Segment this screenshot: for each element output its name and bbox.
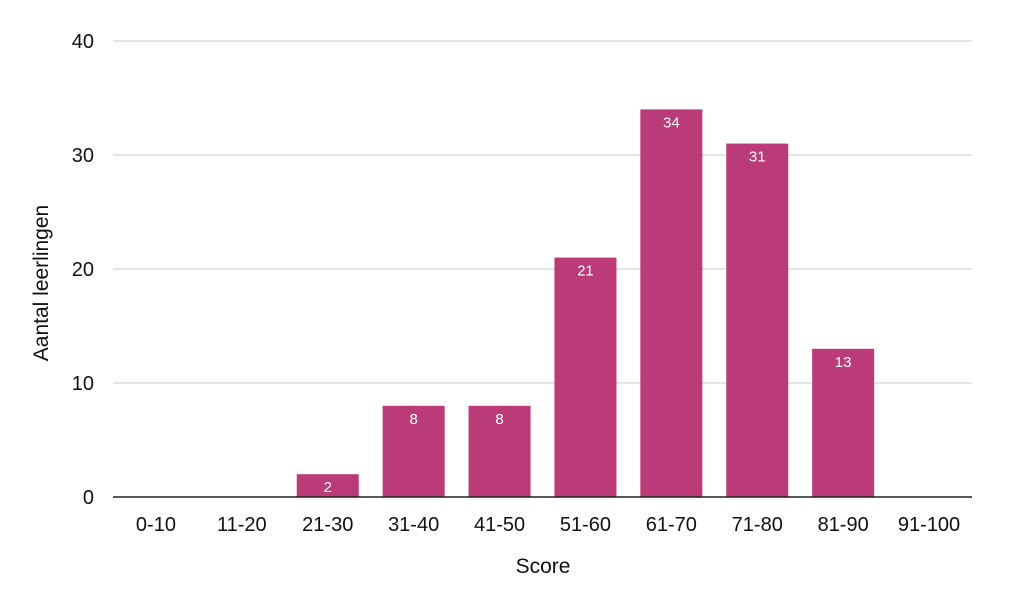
data-label-81-90: 13 [835, 354, 852, 371]
x-tick-label: 31-40 [388, 514, 439, 536]
y-tick-label: 20 [72, 259, 94, 281]
bar-61-70 [640, 109, 703, 498]
bar-21-30 [296, 474, 359, 497]
x-tick-label: 61-70 [646, 514, 697, 536]
y-tick-label: 30 [72, 145, 94, 167]
x-tick-label: 91-100 [898, 514, 960, 536]
bar-71-80 [726, 143, 789, 497]
x-axis-title: Score [516, 555, 571, 578]
data-label-41-50: 8 [495, 411, 503, 428]
y-axis-title: Aantal leerlingen [30, 205, 53, 361]
bar-81-90 [812, 348, 875, 497]
y-tick-label: 0 [83, 487, 94, 509]
data-label-61-70: 34 [663, 114, 680, 131]
data-labels: 2 8 8 21 34 31 13 [324, 114, 852, 496]
x-tick-label: 71-80 [732, 514, 783, 536]
bars [296, 109, 875, 498]
data-label-31-40: 8 [409, 411, 417, 428]
y-axis-ticks: 0 10 20 30 40 [72, 31, 94, 509]
x-tick-label: 51-60 [560, 514, 611, 536]
x-tick-label: 81-90 [818, 514, 869, 536]
x-tick-label: 11-20 [217, 514, 267, 536]
x-tick-label: 41-50 [474, 514, 525, 536]
x-axis-ticks: 0-10 11-20 21-30 31-40 41-50 51-60 61-70 71-80 8… [136, 514, 960, 536]
bar-31-40 [382, 405, 445, 497]
gridlines [113, 40, 972, 384]
bar-51-60 [554, 257, 617, 497]
bar-41-50 [468, 405, 531, 497]
x-tick-label: 21-30 [302, 514, 353, 536]
data-label-51-60: 21 [577, 263, 594, 280]
data-label-21-30: 2 [324, 479, 332, 496]
y-tick-label: 10 [72, 373, 94, 395]
y-tick-label: 40 [72, 31, 94, 53]
x-tick-label: 0-10 [136, 514, 176, 536]
data-label-71-80: 31 [749, 149, 766, 166]
